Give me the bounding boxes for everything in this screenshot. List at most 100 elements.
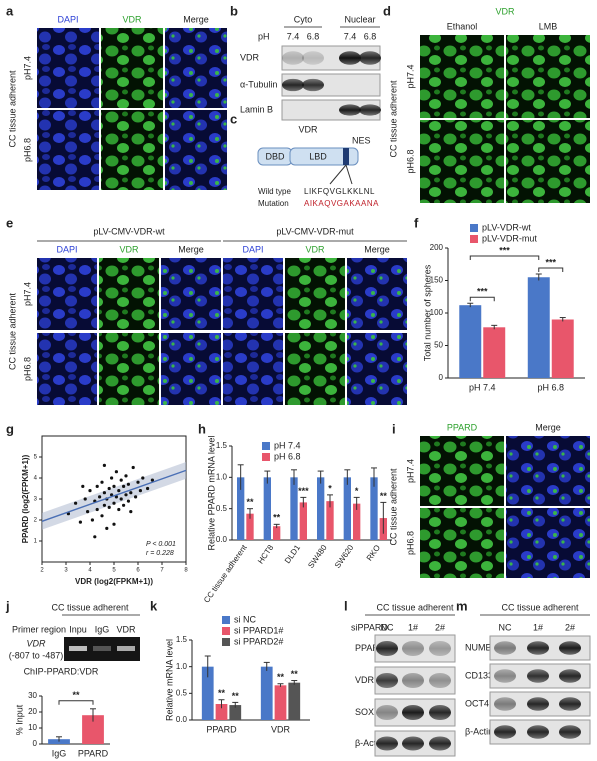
domain-label: DBD <box>265 151 285 161</box>
significance: ** <box>277 672 285 682</box>
x-tick-label: 4 <box>88 568 92 574</box>
band <box>527 697 549 711</box>
panel-letter: l <box>344 598 348 613</box>
point <box>93 535 97 539</box>
x-tick-label: CC tissue adherent <box>202 543 249 605</box>
significance: ** <box>232 691 240 701</box>
micrograph <box>37 28 99 108</box>
band <box>429 736 451 751</box>
legend-label: si PPARD2# <box>234 636 283 646</box>
panel-letter: k <box>150 598 158 613</box>
y-axis-label: Relative mRNA level <box>164 639 174 721</box>
band <box>402 672 424 689</box>
legend-label: si PPARD1# <box>234 625 283 635</box>
bar <box>370 477 378 540</box>
micrograph <box>165 110 227 190</box>
point <box>83 497 87 501</box>
y-tick-label: 2 <box>34 518 38 524</box>
bar <box>290 477 298 540</box>
x-tick-label: IgG <box>52 748 67 758</box>
legend-label: si NC <box>234 614 256 624</box>
band <box>494 669 516 683</box>
column-label: PPARD <box>447 422 478 432</box>
y-tick-label: 1.0 <box>216 472 228 481</box>
lane-label: 1# <box>408 622 418 632</box>
panel-letter: e <box>6 215 13 230</box>
x-tick-label: 5 <box>112 568 116 574</box>
band <box>402 704 424 721</box>
legend-label: pLV-VDR-mut <box>482 233 537 243</box>
column-label: DAPI <box>57 14 78 24</box>
bar <box>299 502 307 540</box>
panel-title: VDR <box>495 6 515 16</box>
lane-label: NC <box>381 622 394 632</box>
band-label: β-Actin <box>465 726 493 736</box>
band <box>429 672 451 689</box>
point <box>105 526 109 531</box>
domain-label: LBD <box>309 151 327 161</box>
point <box>126 482 130 486</box>
band <box>282 78 304 92</box>
micrograph <box>37 110 99 190</box>
panel-letter: j <box>5 598 10 613</box>
panel-letter: h <box>198 421 206 436</box>
band <box>376 672 398 689</box>
bar <box>273 526 281 540</box>
bracket <box>469 255 540 260</box>
lane-label: Inpu <box>69 624 87 634</box>
lane-label: 2# <box>435 622 445 632</box>
y-axis-label: % Input <box>14 704 24 735</box>
group-label: Nuclear <box>344 14 375 24</box>
row-label: Wild type <box>258 187 291 196</box>
panel-letter: f <box>414 215 419 230</box>
bar <box>483 327 506 378</box>
significance: *** <box>298 486 309 496</box>
band <box>302 78 324 92</box>
ph-label: pH <box>258 31 270 41</box>
column-label: Merge <box>535 422 561 432</box>
band <box>339 104 361 116</box>
regression-line <box>41 469 187 522</box>
y-tick-label: 1 <box>34 539 38 545</box>
x-tick-label: pH 6.8 <box>537 382 564 392</box>
y-tick-label: 3 <box>34 497 38 503</box>
micrograph <box>223 333 283 405</box>
point <box>112 501 116 505</box>
micrograph <box>347 333 407 405</box>
column-label: Merge <box>183 14 209 24</box>
row-label: pH6.8 <box>405 531 415 555</box>
y-tick-label: 5 <box>34 455 38 461</box>
band <box>429 640 451 657</box>
sequence: AIKAQVGAKAANA <box>304 199 379 208</box>
y-tick-label: 200 <box>430 243 444 252</box>
point <box>110 493 114 497</box>
point <box>110 476 114 480</box>
legend-swatch <box>470 235 478 243</box>
y-axis-label: PPARD (log2(FPKM+1)) <box>21 454 30 543</box>
point <box>74 501 78 505</box>
band <box>494 725 516 739</box>
point <box>122 484 126 488</box>
point <box>122 503 126 507</box>
micrograph <box>101 28 163 108</box>
lane-label: NC <box>499 622 512 632</box>
bar <box>459 305 482 378</box>
x-tick-label: 2 <box>40 568 44 574</box>
header: CC tissue adherent <box>51 602 129 612</box>
y-axis-label: Total number of spheres <box>422 264 432 361</box>
primer-label: Primer region <box>12 624 66 634</box>
point <box>112 522 116 526</box>
x-tick-label: RKO <box>365 543 382 562</box>
panel-letter: b <box>230 3 238 18</box>
point <box>112 484 116 488</box>
bar <box>288 682 301 720</box>
bar <box>215 704 228 720</box>
legend-swatch <box>262 442 270 450</box>
micrograph <box>420 508 504 578</box>
point <box>146 486 150 491</box>
point <box>134 495 138 499</box>
micrograph <box>506 120 590 203</box>
panel-letter: d <box>383 3 391 18</box>
row-label: pH6.8 <box>22 138 32 162</box>
gel-band <box>117 646 135 651</box>
